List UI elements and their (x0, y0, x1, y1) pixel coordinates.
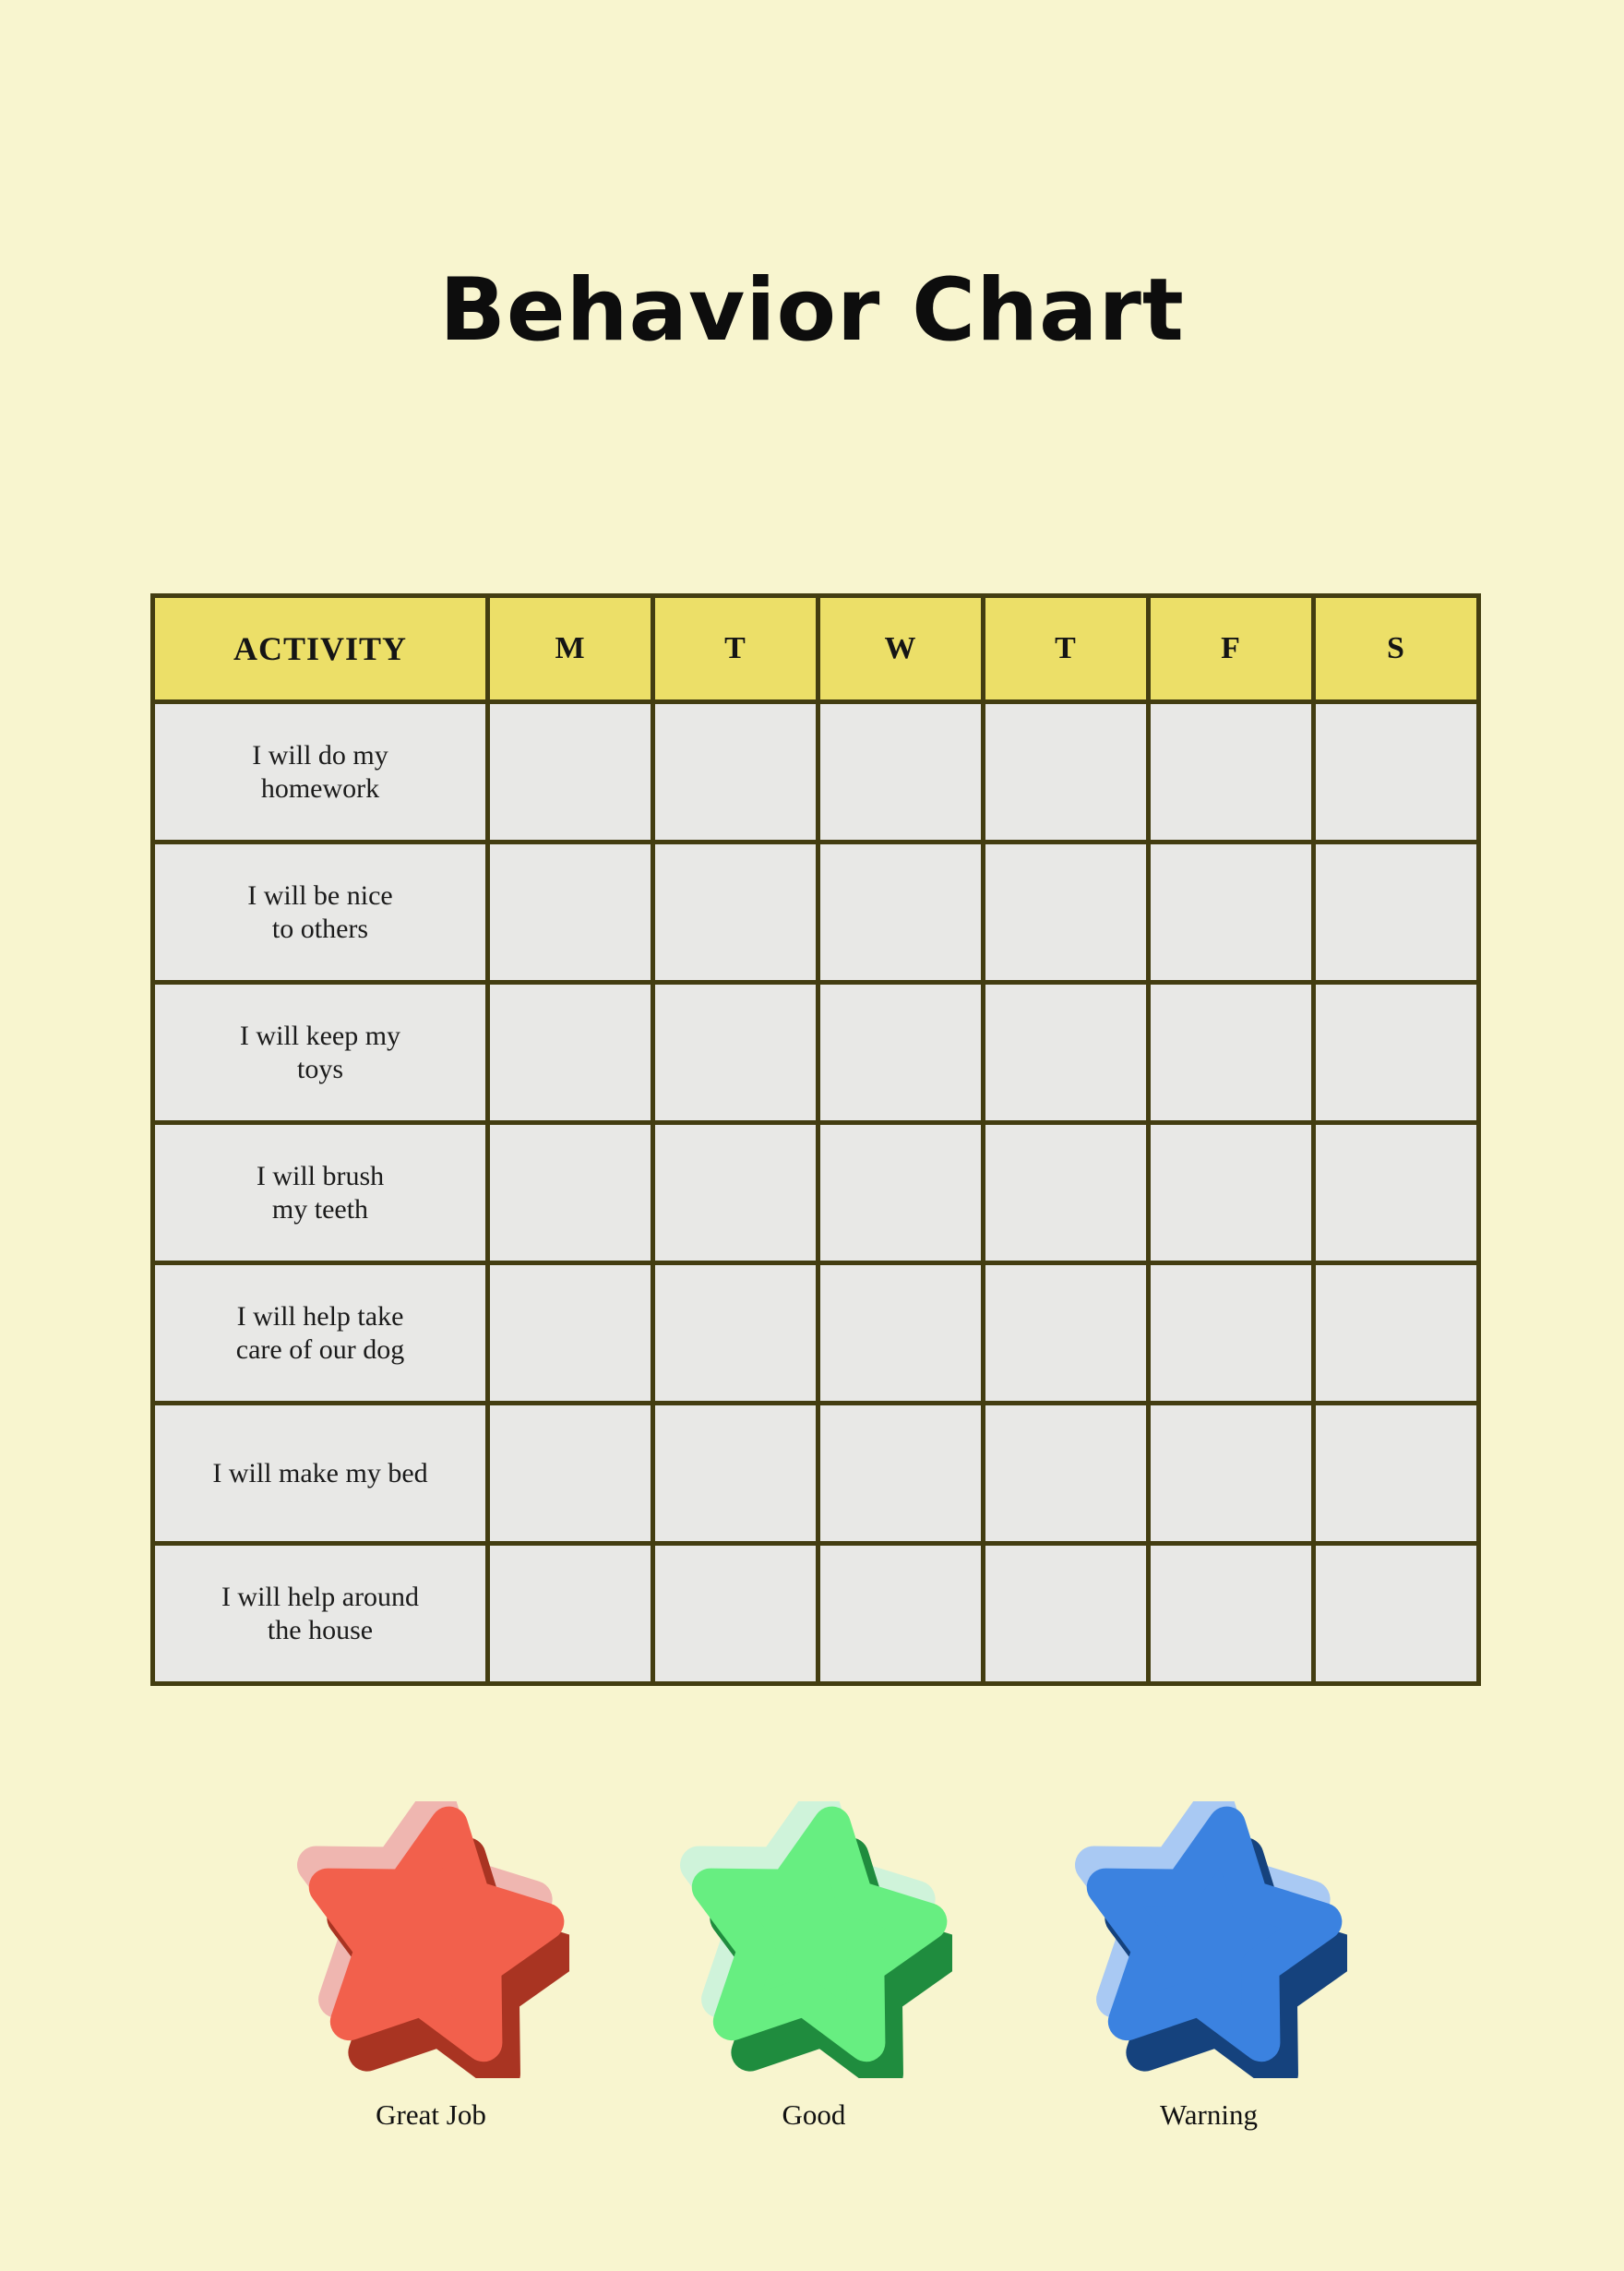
day-cell[interactable] (981, 1541, 1151, 1686)
day-cell[interactable] (1311, 1120, 1481, 1265)
day-cell[interactable] (651, 1120, 820, 1265)
day-cell[interactable] (651, 1261, 820, 1405)
day-cell[interactable] (816, 1261, 985, 1405)
day-cell[interactable] (1311, 1401, 1481, 1546)
day-cell[interactable] (1146, 1541, 1316, 1686)
day-cell[interactable] (1146, 699, 1316, 844)
day-cell[interactable] (1146, 1120, 1316, 1265)
day-cell[interactable] (981, 840, 1151, 985)
day-cell[interactable] (1146, 1261, 1316, 1405)
day-cell[interactable] (1311, 840, 1481, 985)
day-header-friday: F (1146, 593, 1316, 704)
activity-cell: I will keep my toys (150, 980, 490, 1125)
activity-header: ACTIVITY (150, 593, 490, 704)
day-header-wednesday: W (816, 593, 985, 704)
day-cell[interactable] (981, 1120, 1151, 1265)
day-cell[interactable] (1311, 1261, 1481, 1405)
day-header-saturday: S (1311, 593, 1481, 704)
day-cell[interactable] (485, 1261, 655, 1405)
day-cell[interactable] (651, 840, 820, 985)
day-cell[interactable] (816, 980, 985, 1125)
day-cell[interactable] (1311, 1541, 1481, 1686)
day-header-tuesday: T (651, 593, 820, 704)
day-cell[interactable] (485, 1120, 655, 1265)
day-cell[interactable] (485, 1401, 655, 1546)
activity-cell: I will be nice to others (150, 840, 490, 985)
day-cell[interactable] (1146, 980, 1316, 1125)
green-star-icon (680, 1801, 952, 2078)
day-cell[interactable] (651, 980, 820, 1125)
table-row: I will do my homework (150, 699, 1481, 844)
day-cell[interactable] (816, 699, 985, 844)
day-cell[interactable] (1146, 1401, 1316, 1546)
day-cell[interactable] (1146, 840, 1316, 985)
legend-label-great-job: Great Job (376, 2098, 486, 2131)
legend-item-great-job: Great Job (265, 1801, 597, 2132)
day-cell[interactable] (485, 1541, 655, 1686)
day-cell[interactable] (981, 1261, 1151, 1405)
day-cell[interactable] (485, 840, 655, 985)
day-header-monday: M (485, 593, 655, 704)
activity-cell: I will make my bed (150, 1401, 490, 1546)
day-cell[interactable] (816, 840, 985, 985)
table-row: I will make my bed (150, 1401, 1481, 1546)
legend-item-good: Good (648, 1801, 980, 2132)
table-row: I will help around the house (150, 1541, 1481, 1686)
star-face (691, 1806, 948, 2062)
activity-cell: I will help take care of our dog (150, 1261, 490, 1405)
day-cell[interactable] (485, 980, 655, 1125)
day-cell[interactable] (485, 699, 655, 844)
blue-star-icon (1075, 1801, 1347, 2078)
day-cell[interactable] (981, 699, 1151, 844)
table-row: I will brush my teeth (150, 1120, 1481, 1265)
table-row: I will help take care of our dog (150, 1261, 1481, 1405)
day-header-thursday: T (981, 593, 1151, 704)
day-cell[interactable] (816, 1401, 985, 1546)
behavior-table: ACTIVITY M T W T F S I will do my homewo… (150, 593, 1481, 1686)
activity-cell: I will help around the house (150, 1541, 490, 1686)
day-cell[interactable] (651, 699, 820, 844)
activity-cell: I will do my homework (150, 699, 490, 844)
day-cell[interactable] (981, 980, 1151, 1125)
red-star-icon (297, 1801, 569, 2078)
header-row: ACTIVITY M T W T F S (150, 593, 1481, 704)
legend-item-warning: Warning (1043, 1801, 1375, 2132)
day-cell[interactable] (651, 1541, 820, 1686)
page-title: Behavior Chart (439, 260, 1185, 361)
day-cell[interactable] (816, 1120, 985, 1265)
legend-label-good: Good (782, 2098, 846, 2131)
day-cell[interactable] (1311, 699, 1481, 844)
star-face (308, 1806, 565, 2062)
day-cell[interactable] (651, 1401, 820, 1546)
table-row: I will keep my toys (150, 980, 1481, 1125)
day-cell[interactable] (981, 1401, 1151, 1546)
activity-cell: I will brush my teeth (150, 1120, 490, 1265)
star-face (1086, 1806, 1343, 2062)
table-row: I will be nice to others (150, 840, 1481, 985)
day-cell[interactable] (1311, 980, 1481, 1125)
day-cell[interactable] (816, 1541, 985, 1686)
legend-label-warning: Warning (1160, 2098, 1258, 2131)
